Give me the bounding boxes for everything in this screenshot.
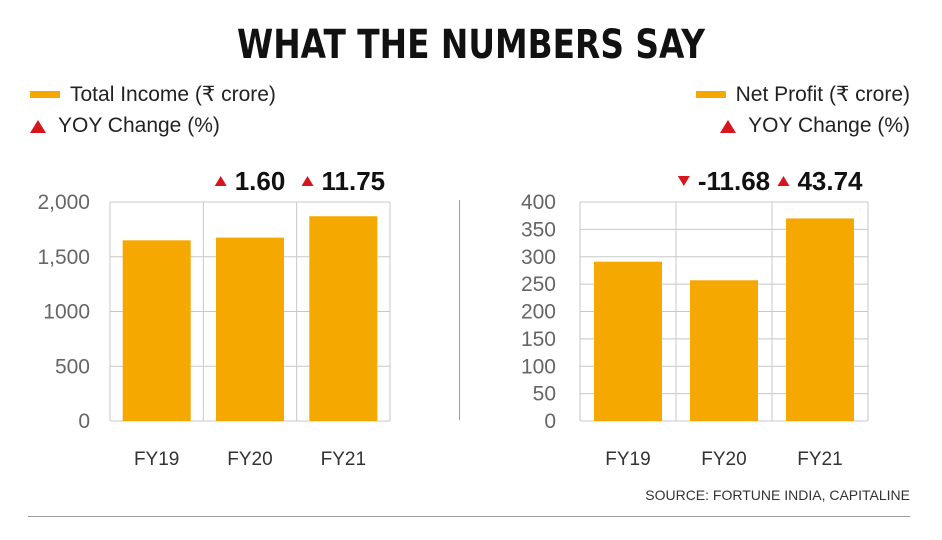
right-bar-fy19 xyxy=(594,261,662,421)
legend-yoy-left: YOY Change (%) xyxy=(30,114,220,138)
right-yoy-label: -11.68 xyxy=(698,166,770,196)
left-bar-fy19 xyxy=(122,240,191,421)
left-bar-fy21 xyxy=(309,216,378,421)
right-ytick-label: 300 xyxy=(521,246,556,269)
right-category-label: FY21 xyxy=(797,449,842,470)
right-ytick-label: 100 xyxy=(521,355,556,378)
page-title: WHAT THE NUMBERS SAY xyxy=(237,22,705,68)
legend-label-yoy-left: YOY Change (%) xyxy=(58,114,220,137)
right-ytick-label: 0 xyxy=(544,410,556,433)
legend-label-total-income: Total Income (₹ crore) xyxy=(70,83,276,106)
triangle-up-icon xyxy=(777,176,790,186)
left-ytick-label: 0 xyxy=(78,410,90,433)
triangle-up-icon xyxy=(301,176,314,186)
legend-label-net-profit: Net Profit (₹ crore) xyxy=(735,83,910,106)
bottom-rule xyxy=(28,516,910,517)
legend-label-yoy-right: YOY Change (%) xyxy=(748,114,910,137)
left-ytick-label: 1,500 xyxy=(37,246,90,269)
triangle-up-icon xyxy=(214,176,227,186)
triangle-up-icon xyxy=(30,119,46,133)
right-ytick-label: 400 xyxy=(521,191,556,214)
right-ytick-label: 250 xyxy=(521,273,556,296)
right-bar-fy20 xyxy=(690,280,758,421)
left-ytick-label: 1000 xyxy=(43,301,90,324)
right-yoy-label: 43.74 xyxy=(797,166,863,196)
right-category-label: FY20 xyxy=(701,449,746,470)
right-ytick-label: 350 xyxy=(521,218,556,241)
left-yoy-label: 1.60 xyxy=(235,166,286,196)
legend-yoy-right: YOY Change (%) xyxy=(720,114,910,138)
left-category-label: FY20 xyxy=(227,449,272,470)
chart-divider xyxy=(459,200,460,420)
left-ytick-label: 500 xyxy=(55,355,90,378)
triangle-down-icon xyxy=(677,176,690,186)
right-bar-fy21 xyxy=(786,218,854,421)
right-ytick-label: 50 xyxy=(533,383,556,406)
source-note: SOURCE: FORTUNE INDIA, CAPITALINE xyxy=(645,487,910,503)
legend-net-profit: Net Profit (₹ crore) xyxy=(695,82,910,107)
legend-swatch-bar xyxy=(695,91,726,98)
triangle-up-icon xyxy=(720,119,737,133)
left-category-label: FY19 xyxy=(134,449,179,470)
legend-total-income: Total Income (₹ crore) xyxy=(30,82,276,107)
left-yoy-label: 11.75 xyxy=(322,166,386,196)
right-category-label: FY19 xyxy=(605,449,650,470)
left-category-label: FY21 xyxy=(321,449,366,470)
right-ytick-label: 150 xyxy=(521,328,556,351)
left-ytick-label: 2,000 xyxy=(37,191,90,214)
right-ytick-label: 200 xyxy=(521,301,556,324)
left-bar-fy20 xyxy=(216,237,284,421)
legend-swatch-bar xyxy=(30,91,60,98)
